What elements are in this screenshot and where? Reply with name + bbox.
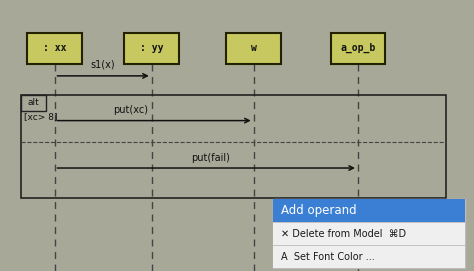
Text: : xx: : xx bbox=[43, 43, 66, 53]
Text: alt: alt bbox=[28, 98, 39, 107]
Bar bbox=[331, 33, 385, 64]
Bar bbox=[21, 95, 46, 111]
Text: a_op_b: a_op_b bbox=[340, 43, 375, 53]
Bar bbox=[227, 33, 281, 64]
Text: : yy: : yy bbox=[140, 43, 164, 53]
Text: put(xc): put(xc) bbox=[113, 105, 148, 115]
Text: ✕ Delete from Model  ⌘D: ✕ Delete from Model ⌘D bbox=[281, 229, 406, 239]
Text: [xc> 8]: [xc> 8] bbox=[24, 112, 57, 121]
Bar bbox=[273, 245, 465, 268]
Text: s1(x): s1(x) bbox=[91, 60, 115, 70]
Text: put(fail): put(fail) bbox=[191, 153, 230, 163]
Text: Add operand: Add operand bbox=[281, 204, 357, 217]
Text: A  Set Font Color ...: A Set Font Color ... bbox=[281, 252, 375, 262]
Bar bbox=[124, 33, 179, 64]
Bar bbox=[27, 33, 82, 64]
Bar bbox=[273, 199, 465, 222]
Bar bbox=[21, 95, 446, 198]
Text: w: w bbox=[251, 43, 256, 53]
Bar bbox=[273, 199, 465, 268]
Bar bbox=[273, 222, 465, 245]
